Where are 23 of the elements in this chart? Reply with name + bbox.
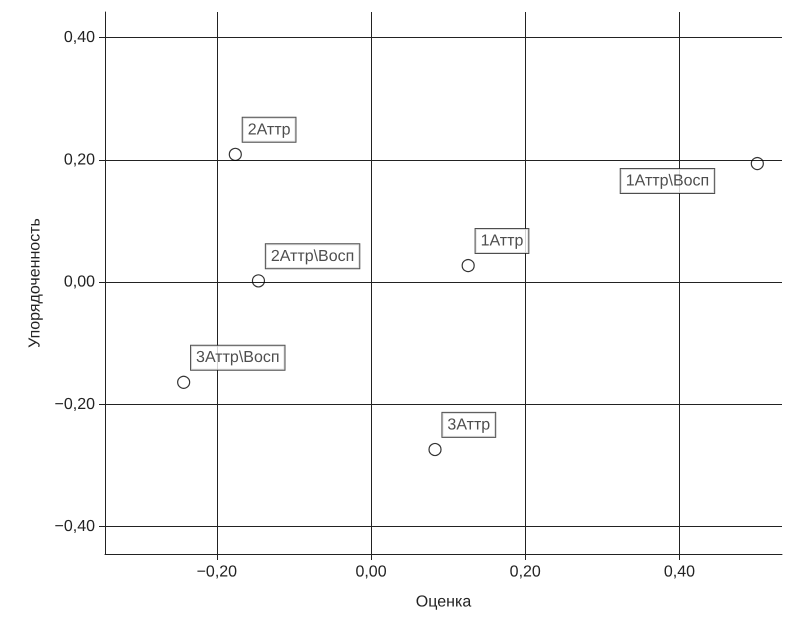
y-tick-label: 0,00 [64,274,96,291]
x-tick-label: 0,00 [355,564,387,580]
series-label: 2Аттр [248,121,291,138]
point [428,442,442,456]
point [462,258,475,272]
y-axis-title: Упорядоченность [26,218,44,348]
series-label: 1Аттр [480,232,524,250]
series-label: 3Аттр [447,416,490,434]
point [750,156,764,170]
x-tick-label: 0,20 [510,564,541,580]
y-tick-label: 0,20 [64,151,96,168]
point [177,376,190,389]
point [228,148,242,161]
y-tick-label: −0,20 [54,396,96,413]
series-label: 3Аттр\Восп [196,349,280,366]
text: 1Аттр\Восп [626,172,710,190]
x-axis-title: Оценка [416,594,472,610]
y-tick-label: −0,40 [54,518,96,536]
x-tick-label: 0,40 [664,564,696,580]
y-tick-label: 0,40 [64,29,96,46]
x-tick-label: −0,20 [196,564,238,580]
series-label: 2Аттр\Восп [270,248,354,265]
point [252,274,266,288]
